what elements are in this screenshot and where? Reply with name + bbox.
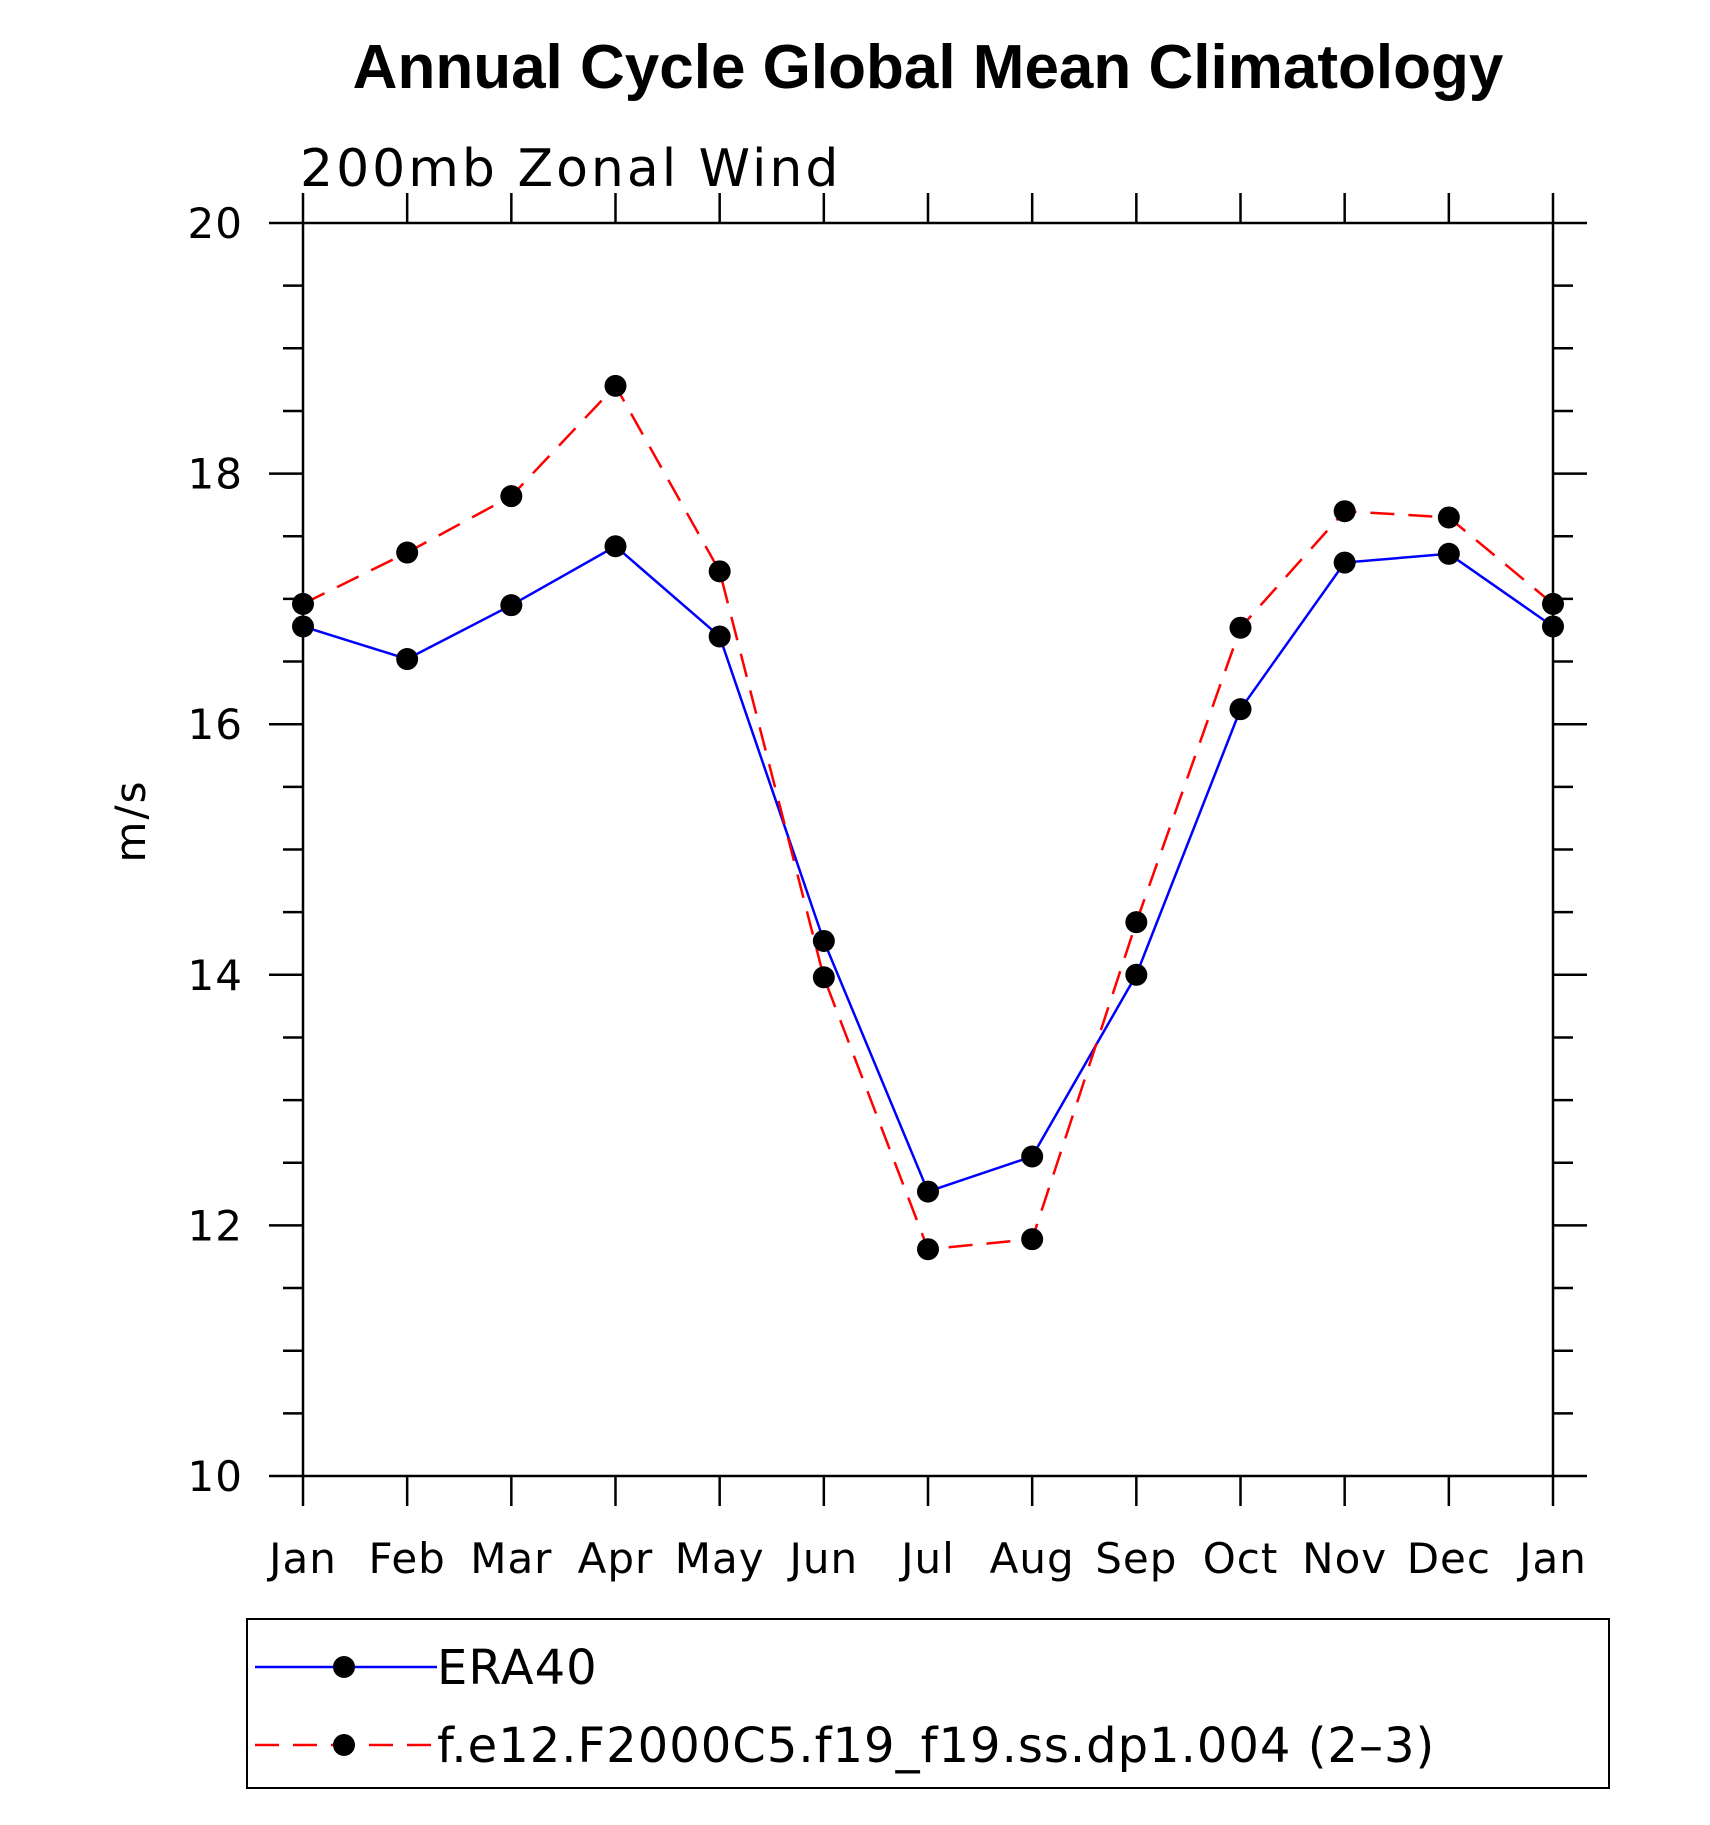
data-point-series-1 [1125, 911, 1148, 934]
data-point-series-0 [1437, 542, 1460, 565]
x-tick-label: Apr [578, 1534, 654, 1583]
y-axis-label: m/s [106, 780, 155, 863]
data-point-series-0 [1021, 1145, 1044, 1168]
data-point-series-0 [1125, 963, 1148, 986]
data-point-series-0 [1229, 698, 1252, 721]
x-tick-label: Aug [990, 1534, 1075, 1583]
y-axis-ticks [269, 221, 1587, 1478]
y-axis-tick-labels: 10 12 14 16 18 20 [188, 199, 243, 1501]
x-tick-label: Jan [1516, 1534, 1587, 1583]
legend-marker-model [333, 1734, 355, 1756]
data-point-series-1 [500, 485, 523, 508]
x-tick-label: Jan [266, 1534, 337, 1583]
y-tick-label: 20 [188, 199, 243, 248]
data-point-series-1 [812, 966, 835, 989]
data-point-series-0 [812, 929, 835, 952]
y-tick-label: 14 [188, 951, 243, 1000]
data-point-series-1 [1542, 592, 1564, 615]
x-tick-label: Sep [1095, 1534, 1177, 1583]
data-point-series-1 [1437, 506, 1460, 529]
chart-title: Annual Cycle Global Mean Climatology [353, 33, 1504, 102]
series-layer [292, 374, 1564, 1261]
plot-frame [301, 221, 1555, 1478]
data-point-series-1 [917, 1238, 939, 1261]
x-tick-label: Feb [368, 1534, 445, 1583]
data-point-series-0 [917, 1180, 939, 1203]
y-tick-label: 12 [188, 1201, 243, 1250]
x-tick-label: May [675, 1534, 765, 1583]
data-point-series-0 [604, 535, 627, 558]
data-point-series-0 [292, 615, 314, 638]
x-tick-label: Jul [898, 1534, 955, 1583]
y-tick-label: 10 [188, 1452, 243, 1501]
data-point-series-0 [708, 625, 731, 648]
legend: ERA40 f.e12.F2000C5.f19_f19.ss.dp1.004 (… [246, 1618, 1610, 1789]
x-axis-ticks [301, 193, 1555, 1506]
x-tick-label: Nov [1302, 1534, 1387, 1583]
data-point-series-0 [500, 594, 523, 617]
legend-label-model: f.e12.F2000C5.f19_f19.ss.dp1.004 (2–3) [437, 1718, 1435, 1774]
data-point-series-0 [1542, 615, 1564, 638]
legend-marker-era40 [333, 1656, 355, 1678]
data-point-series-1 [292, 592, 314, 615]
x-tick-label: Oct [1203, 1534, 1279, 1583]
x-tick-label: Jun [787, 1534, 859, 1583]
legend-frame [246, 1618, 1610, 1789]
data-point-series-0 [396, 648, 419, 671]
data-point-series-0 [1333, 551, 1356, 574]
x-tick-label: Mar [470, 1534, 552, 1583]
x-tick-label: Dec [1407, 1534, 1491, 1583]
data-point-series-1 [708, 560, 731, 583]
legend-label-era40: ERA40 [437, 1640, 598, 1696]
data-point-series-1 [1021, 1228, 1044, 1251]
y-tick-label: 16 [188, 700, 243, 749]
data-point-series-1 [396, 541, 419, 564]
series-line-1 [302, 383, 1554, 1251]
data-point-series-1 [604, 374, 627, 397]
chart-subtitle: 200mb Zonal Wind [300, 139, 841, 199]
x-axis-tick-labels: Jan Feb Mar Apr May Jun Jul Aug Sep Oct Nov Dec Jan [266, 1534, 1587, 1583]
data-point-series-1 [1229, 616, 1252, 639]
data-point-series-1 [1333, 500, 1356, 523]
series-line-0 [302, 544, 1554, 1194]
y-tick-label: 18 [188, 450, 243, 499]
